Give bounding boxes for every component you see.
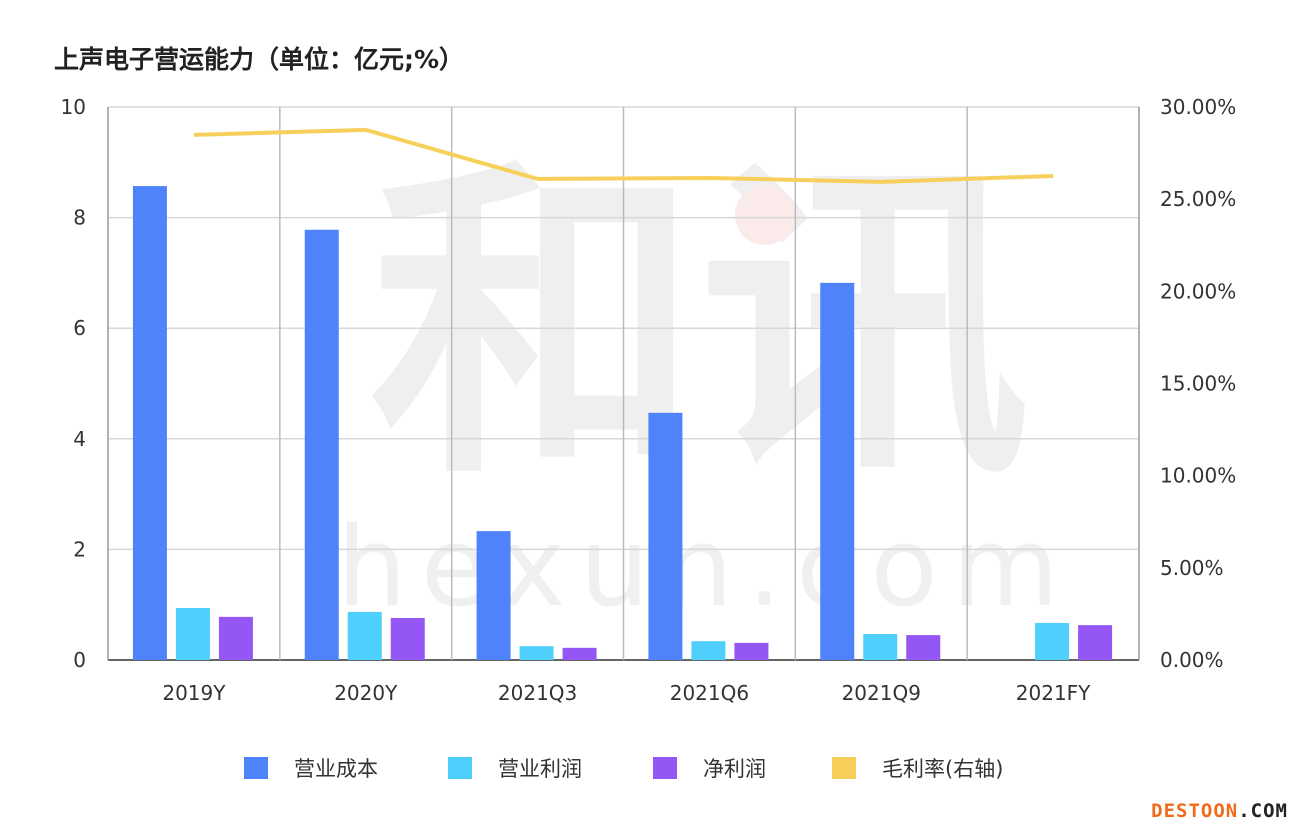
bar-2: [218, 616, 253, 660]
bar-2: [1078, 625, 1113, 660]
bar-2: [562, 647, 597, 660]
brand-watermark: DESTOON.COM: [1151, 800, 1288, 822]
x-tick-label: 2020Y: [334, 681, 398, 705]
x-tick-label: 2021FY: [1016, 681, 1091, 705]
bar-0: [648, 412, 683, 660]
bar-1: [347, 611, 382, 660]
legend-swatch: [832, 757, 856, 779]
x-tick-label: 2021Q9: [842, 681, 921, 705]
bar-2: [906, 635, 941, 660]
bar-0: [820, 282, 855, 660]
y-right-tick-label: 30.00%: [1160, 95, 1236, 119]
y-left-tick-label: 2: [73, 537, 86, 561]
y-right-tick-label: 0.00%: [1160, 648, 1224, 672]
legend-label: 毛利率(右轴): [882, 757, 1003, 781]
y-right-tick-label: 25.00%: [1160, 187, 1236, 211]
y-left-tick-label: 6: [73, 316, 86, 340]
x-tick-label: 2019Y: [162, 681, 226, 705]
y-right-tick-label: 15.00%: [1160, 372, 1236, 396]
y-right-tick-label: 5.00%: [1160, 556, 1224, 580]
legend-swatch: [448, 757, 472, 779]
bar-0: [132, 186, 167, 661]
y-left-tick-label: 8: [73, 206, 86, 230]
y-left-tick-label: 4: [73, 427, 86, 451]
bar-2: [734, 642, 769, 660]
x-tick-label: 2021Q6: [670, 681, 749, 705]
bar-1: [1035, 622, 1070, 660]
legend-label: 净利润: [703, 757, 766, 781]
bar-1: [175, 608, 210, 660]
legend-swatch: [244, 757, 268, 779]
bar-1: [691, 641, 726, 660]
line-gross-margin: [193, 127, 1054, 184]
y-right-tick-label: 10.00%: [1160, 464, 1236, 488]
bar-2: [390, 617, 425, 660]
y-left-tick-label: 0: [73, 648, 86, 672]
bar-1: [863, 634, 898, 660]
bar-0: [304, 229, 339, 661]
legend-label: 营业利润: [498, 757, 582, 781]
watermark-text: hexun.com: [337, 503, 1073, 631]
x-tick-label: 2021Q3: [498, 681, 577, 705]
legend-swatch: [653, 757, 677, 779]
watermark-dot: [735, 185, 795, 245]
watermark-logo: 和讯: [370, 134, 1030, 518]
y-right-tick-label: 20.00%: [1160, 279, 1236, 303]
chart-title: 上声电子营运能力（单位：亿元;%）: [54, 45, 465, 74]
legend-label: 营业成本: [294, 757, 378, 781]
bar-0: [476, 531, 511, 660]
bar-1: [519, 646, 554, 660]
y-left-tick-label: 10: [61, 95, 86, 119]
